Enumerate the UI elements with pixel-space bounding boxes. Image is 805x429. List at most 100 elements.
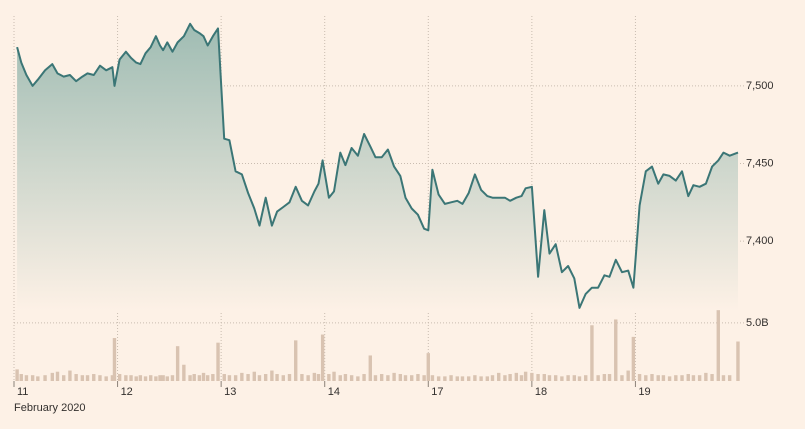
volume-bar (644, 375, 648, 381)
volume-bar (607, 374, 612, 381)
volume-bar (80, 375, 85, 381)
volume-bar (216, 342, 220, 381)
volume-bar (257, 375, 262, 381)
volume-bar (300, 374, 304, 381)
volume-bar (508, 374, 512, 381)
volume-bar (479, 376, 483, 381)
volume-bar (201, 372, 206, 381)
volume-bar (50, 372, 55, 381)
volume-bar (398, 374, 403, 381)
volume-bar (222, 374, 226, 381)
volume-bar (416, 374, 420, 381)
y-tick-label: 5.0B (746, 317, 769, 329)
x-tick-label: 18 (535, 386, 547, 398)
volume-bar (211, 374, 215, 381)
volume-bar (497, 372, 501, 381)
volume-bar (602, 374, 607, 381)
volume-bar (158, 375, 162, 381)
volume-bar (379, 374, 384, 381)
volume-bar (514, 372, 519, 381)
volume-bar (560, 376, 564, 381)
volume-bar (584, 375, 588, 381)
volume-bar (197, 375, 202, 381)
volume-bar (306, 375, 310, 381)
volume-bar (62, 375, 66, 381)
volume-bar (134, 376, 138, 381)
volume-bar (553, 375, 558, 381)
volume-bar (410, 375, 414, 381)
y-tick-label: 7,450 (746, 157, 774, 169)
volume-bar (312, 372, 317, 381)
volume-bar (686, 374, 690, 381)
volume-bar (536, 374, 540, 381)
volume-bar (485, 376, 490, 381)
volume-bar (170, 375, 175, 381)
volume-bar (727, 375, 732, 381)
volume-bar (542, 374, 546, 381)
price-line (16, 22, 739, 309)
volume-bar (637, 374, 642, 381)
x-tick-label: 14 (328, 386, 340, 398)
volume-bar (667, 376, 672, 381)
volume-bar (149, 375, 153, 381)
volume-bar (275, 374, 279, 381)
x-tick-label: 12 (121, 386, 133, 398)
volume-bar (138, 375, 143, 381)
volume-bar (287, 374, 292, 381)
volume-bar (721, 375, 726, 381)
volume-bar (443, 376, 447, 381)
x-tick-label: 13 (224, 386, 236, 398)
volume-bar (327, 374, 331, 381)
volume-bar (650, 374, 654, 381)
volume-bar (590, 325, 594, 381)
volume-bar (281, 375, 285, 381)
volume-bar (270, 370, 274, 381)
volume-bar (240, 372, 244, 381)
volume-bar (626, 370, 630, 381)
volume-bar (473, 375, 477, 381)
volume-bar (182, 364, 186, 381)
volume-bar (460, 376, 465, 381)
volume-bar (110, 375, 115, 381)
volume-bar (316, 374, 321, 381)
volume-bar (24, 375, 29, 381)
volume-bar (547, 375, 552, 381)
volume-bar (519, 375, 524, 381)
x-axis-note: February 2020 (14, 402, 86, 414)
y-tick-label: 7,400 (746, 235, 774, 247)
volume-bar (656, 375, 660, 381)
volume-bar (566, 375, 570, 381)
volume-bar (386, 375, 390, 381)
volume-bar (572, 375, 577, 381)
x-tick-label: 19 (638, 386, 650, 398)
volume-bar (530, 372, 534, 381)
price-area (17, 23, 739, 312)
volume-bar (263, 374, 268, 381)
x-tick-label: 17 (431, 386, 443, 398)
volume-bar (691, 375, 696, 381)
volume-bar (403, 375, 408, 381)
volume-bar (466, 376, 471, 381)
volume-bar (252, 371, 256, 381)
volume-bar (614, 319, 618, 381)
volume-bar (436, 376, 441, 381)
volume-bar (205, 375, 210, 381)
volume-bar (320, 334, 325, 381)
volume-bar (674, 375, 678, 381)
volume-bar (15, 369, 19, 381)
volume-bar (129, 375, 133, 381)
volume-bar (124, 375, 128, 381)
volume-bar (227, 375, 232, 381)
volume-bar (43, 375, 47, 381)
volume-bar (192, 374, 196, 381)
volume-bar (368, 355, 372, 381)
volume-bar (36, 376, 40, 381)
volume-bar (523, 371, 528, 381)
volume-bar (620, 375, 624, 381)
volume-bar (631, 336, 636, 381)
volume-bar (716, 310, 720, 381)
volume-bar (74, 374, 78, 381)
volume-bar (736, 341, 740, 381)
volume-bar (704, 372, 708, 381)
